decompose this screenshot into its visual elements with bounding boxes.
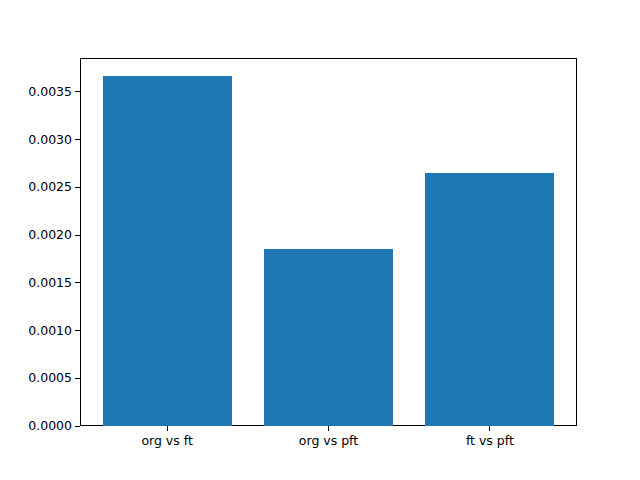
x-tick-label: ft vs pft [410, 434, 570, 448]
y-tick-label: 0.0035 [28, 85, 72, 99]
x-tick-mark [328, 426, 329, 431]
y-tick-label: 0.0005 [28, 371, 72, 385]
y-tick-mark [75, 282, 80, 283]
y-tick-mark [75, 378, 80, 379]
y-tick-label: 0.0020 [28, 228, 72, 242]
bar-ft-vs-pft [425, 173, 554, 426]
x-tick-label: org vs pft [249, 434, 409, 448]
y-tick-mark [75, 426, 80, 427]
y-tick-label: 0.0015 [28, 276, 72, 290]
y-tick-mark [75, 91, 80, 92]
y-tick-label: 0.0030 [28, 133, 72, 147]
y-tick-label: 0.0010 [28, 324, 72, 338]
bar-chart-figure: 0.0000 0.0005 0.0010 0.0015 0.0020 0.0025 0.00… [0, 0, 640, 480]
x-tick-label: org vs ft [87, 434, 247, 448]
y-tick-mark [75, 330, 80, 331]
y-tick-mark [75, 235, 80, 236]
bar-org-vs-pft [264, 249, 393, 426]
y-tick-label: 0.0025 [28, 180, 72, 194]
bar-org-vs-ft [103, 76, 232, 426]
x-tick-mark [489, 426, 490, 431]
y-tick-mark [75, 139, 80, 140]
y-tick-mark [75, 187, 80, 188]
y-tick-label: 0.0000 [28, 419, 72, 433]
x-tick-mark [167, 426, 168, 431]
